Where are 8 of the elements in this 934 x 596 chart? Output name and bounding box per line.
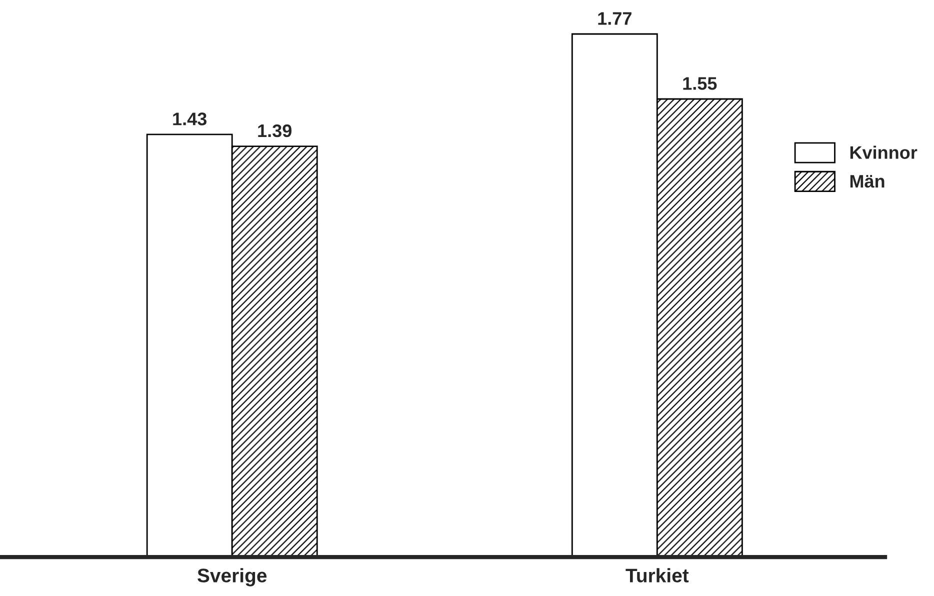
- data-label: 1.39: [258, 124, 292, 138]
- data-label: 1.77: [598, 12, 632, 25]
- data-label: 1.43: [173, 112, 206, 126]
- x-tick-label: Turkiet: [626, 568, 689, 582]
- legend-label: Män: [850, 175, 884, 188]
- legend-label: Kvinnor: [850, 146, 918, 159]
- data-label: 1.55: [683, 77, 717, 90]
- x-tick-label: Sverige: [198, 568, 267, 586]
